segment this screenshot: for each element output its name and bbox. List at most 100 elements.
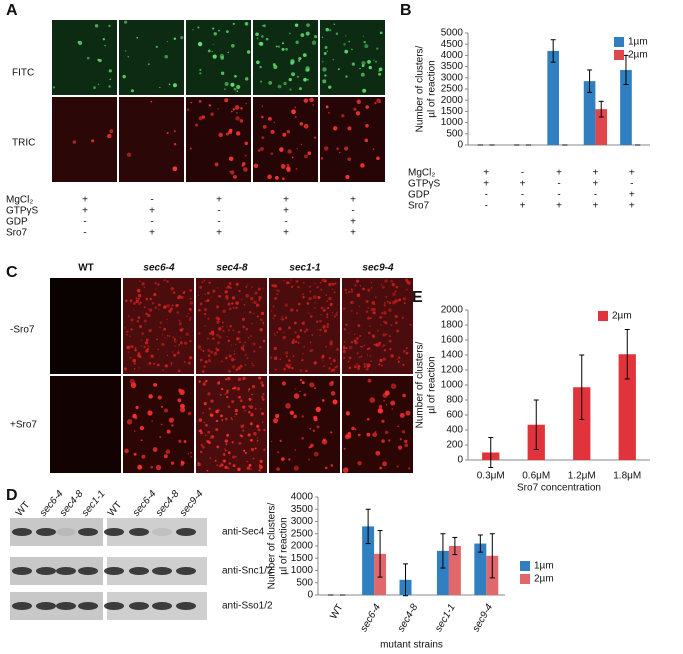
particle: [282, 132, 287, 137]
particle: [213, 32, 217, 36]
particle: [154, 281, 158, 285]
particle: [222, 453, 226, 456]
particle: [381, 345, 384, 348]
particle: [189, 289, 192, 292]
particle: [273, 121, 276, 124]
particle: [406, 280, 411, 285]
particle: [235, 368, 238, 372]
particle: [128, 315, 130, 317]
particle: [206, 299, 210, 302]
particle: [313, 415, 318, 420]
particle: [247, 410, 251, 414]
particle: [397, 356, 401, 359]
particle: [171, 351, 174, 353]
particle: [301, 436, 305, 440]
particle: [256, 439, 259, 442]
particle: [301, 321, 305, 325]
particle: [143, 345, 146, 349]
particle: [366, 348, 369, 351]
y-tick-label: 0: [457, 140, 463, 151]
particle: [345, 174, 350, 180]
particle: [252, 457, 255, 460]
particle: [141, 332, 144, 335]
particle: [375, 450, 381, 456]
particle: [262, 287, 264, 289]
particle: [204, 293, 207, 296]
particle: [371, 301, 375, 305]
particle: [226, 395, 229, 399]
condition-mark: +: [520, 179, 526, 190]
particle: [224, 439, 229, 443]
particle: [246, 50, 251, 54]
particle: [348, 332, 350, 335]
particle: [343, 43, 346, 46]
particle: [189, 340, 192, 343]
particle: [212, 27, 215, 30]
particle: [240, 434, 244, 438]
particle: [94, 24, 99, 28]
lane-label: WT: [106, 500, 124, 519]
particle: [220, 360, 223, 363]
particle: [164, 364, 168, 368]
particle: [135, 405, 139, 410]
particle: [199, 450, 203, 454]
particle: [225, 356, 228, 360]
particle: [235, 413, 238, 416]
micrograph: [269, 376, 340, 473]
condition-mark: +: [629, 201, 635, 212]
particle: [336, 311, 338, 313]
particle: [398, 445, 403, 450]
particle: [244, 154, 247, 157]
particle: [354, 340, 358, 345]
particle: [259, 346, 262, 349]
particle: [227, 339, 230, 342]
particle: [213, 352, 218, 356]
particle: [224, 465, 228, 470]
x-axis-label: Sro7 concentration: [517, 483, 601, 494]
particle: [293, 393, 300, 399]
particle: [261, 136, 265, 140]
particle: [305, 328, 309, 332]
micrograph: [50, 278, 121, 374]
particle: [204, 360, 208, 364]
condition-name: Sro7: [6, 228, 28, 239]
condition-mark: -: [630, 179, 633, 190]
particle: [212, 289, 216, 293]
particle: [365, 300, 369, 304]
particle: [402, 297, 406, 301]
particle: [279, 147, 284, 152]
particle: [355, 279, 360, 283]
particle: [313, 136, 317, 139]
particle: [350, 300, 354, 305]
particle: [397, 425, 399, 428]
particle: [211, 296, 213, 298]
particle: [201, 370, 205, 373]
particle: [147, 308, 149, 310]
particle: [180, 36, 184, 40]
blot-band: [56, 567, 76, 575]
particle: [126, 345, 130, 350]
particle: [151, 302, 155, 305]
particle: [317, 295, 321, 300]
particle: [285, 281, 289, 285]
particle: [217, 381, 221, 385]
condition-mark: +: [216, 228, 222, 239]
particle: [296, 75, 300, 78]
particle: [248, 390, 250, 392]
condition-mark: -: [351, 206, 354, 217]
condition-mark: +: [350, 195, 356, 206]
condition-name: GTPγS: [408, 179, 441, 190]
particle: [156, 338, 159, 341]
particle: [354, 284, 357, 287]
x-tick-label: 0.6μM: [522, 471, 550, 482]
particle: [178, 322, 182, 326]
particle: [170, 364, 172, 366]
particle: [336, 348, 340, 352]
particle: [203, 421, 205, 424]
blot-band: [129, 528, 149, 536]
lane-label: sec9-4: [178, 488, 206, 518]
particle: [378, 67, 383, 72]
particle: [232, 387, 236, 390]
particle: [359, 67, 361, 70]
particle: [347, 431, 352, 436]
